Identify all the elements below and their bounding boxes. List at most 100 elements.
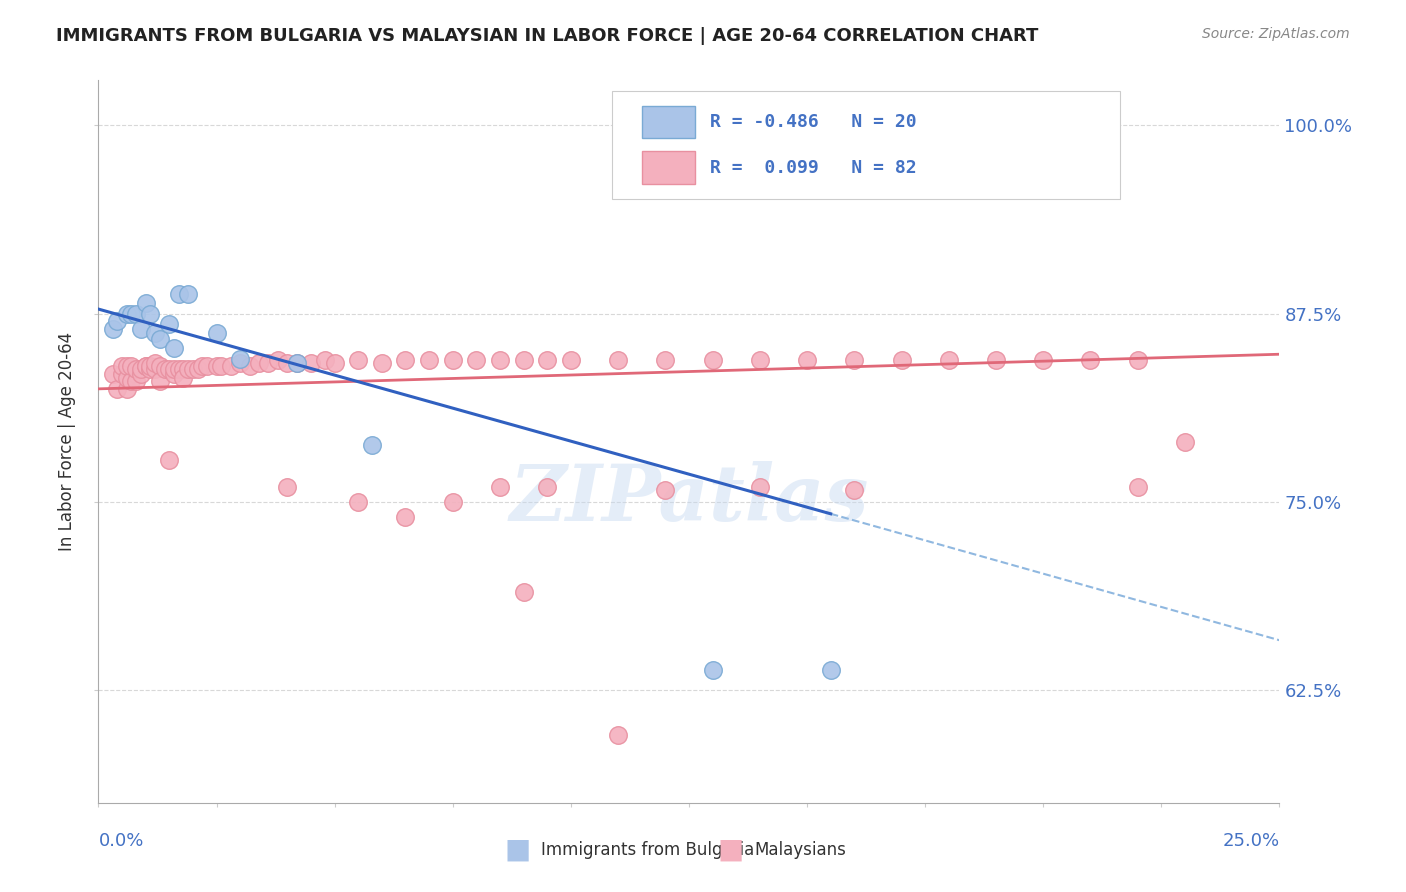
Point — [143, 356, 166, 370]
Point — [702, 353, 724, 368]
Text: Malaysians: Malaysians — [754, 841, 846, 859]
Point — [844, 483, 866, 497]
Text: ZIPatlas: ZIPatlas — [509, 461, 869, 538]
Text: IMMIGRANTS FROM BULGARIA VS MALAYSIAN IN LABOR FORCE | AGE 20-64 CORRELATION CHA: IMMIGRANTS FROM BULGARIA VS MALAYSIAN IN… — [56, 27, 1039, 45]
Text: ■: ■ — [505, 836, 531, 863]
Point — [139, 359, 162, 374]
Point — [1174, 434, 1197, 449]
Point — [796, 353, 818, 368]
Point — [465, 353, 488, 368]
Point — [163, 367, 186, 381]
Point — [984, 353, 1007, 368]
Point — [276, 356, 298, 370]
Point — [139, 362, 162, 376]
Point — [418, 353, 440, 368]
Point — [149, 332, 172, 346]
Point — [229, 356, 252, 370]
Point — [219, 359, 242, 374]
Point — [191, 359, 214, 374]
Point — [361, 437, 384, 451]
Point — [371, 356, 394, 370]
Point — [111, 367, 134, 381]
Point — [121, 307, 143, 321]
Point — [247, 356, 270, 370]
Point — [125, 362, 148, 376]
Text: ■: ■ — [717, 836, 744, 863]
Text: Source: ZipAtlas.com: Source: ZipAtlas.com — [1202, 27, 1350, 41]
Point — [111, 359, 134, 374]
FancyBboxPatch shape — [641, 106, 695, 138]
Point — [129, 362, 152, 376]
Point — [105, 314, 128, 328]
Point — [115, 371, 138, 385]
Point — [748, 353, 770, 368]
Point — [125, 307, 148, 321]
Point — [285, 356, 308, 370]
Point — [229, 351, 252, 366]
Point — [115, 359, 138, 374]
Point — [149, 359, 172, 374]
Point — [167, 287, 190, 301]
Point — [607, 353, 630, 368]
Text: Immigrants from Bulgaria: Immigrants from Bulgaria — [541, 841, 755, 859]
Text: R = -0.486   N = 20: R = -0.486 N = 20 — [710, 113, 917, 131]
Point — [139, 307, 162, 321]
Point — [181, 362, 204, 376]
Point — [489, 353, 512, 368]
Point — [1126, 480, 1149, 494]
Point — [195, 359, 218, 374]
Point — [276, 480, 298, 494]
Point — [125, 375, 148, 389]
Point — [347, 353, 370, 368]
Point — [187, 362, 209, 376]
Point — [157, 452, 180, 467]
Point — [157, 317, 180, 331]
Point — [167, 362, 190, 376]
FancyBboxPatch shape — [612, 91, 1121, 200]
Point — [101, 367, 124, 381]
Point — [512, 585, 534, 599]
Point — [135, 359, 157, 374]
Point — [347, 495, 370, 509]
Point — [394, 353, 416, 368]
Point — [177, 362, 200, 376]
Point — [536, 353, 558, 368]
Point — [890, 353, 912, 368]
Text: 0.0%: 0.0% — [98, 831, 143, 850]
Point — [115, 382, 138, 396]
Point — [512, 353, 534, 368]
Point — [299, 356, 322, 370]
Point — [1032, 353, 1054, 368]
Point — [115, 307, 138, 321]
Point — [441, 353, 464, 368]
Point — [135, 296, 157, 310]
Point — [129, 321, 152, 335]
Point — [149, 375, 172, 389]
Point — [654, 483, 676, 497]
Point — [536, 480, 558, 494]
Point — [489, 480, 512, 494]
Text: R =  0.099   N = 82: R = 0.099 N = 82 — [710, 159, 917, 177]
Y-axis label: In Labor Force | Age 20-64: In Labor Force | Age 20-64 — [58, 332, 76, 551]
Point — [323, 356, 346, 370]
Point — [702, 664, 724, 678]
Point — [101, 321, 124, 335]
Point — [143, 362, 166, 376]
Point — [172, 371, 194, 385]
Point — [1080, 353, 1102, 368]
Point — [257, 356, 280, 370]
Point — [267, 353, 290, 368]
Point — [748, 480, 770, 494]
Point — [239, 359, 262, 374]
Point — [129, 367, 152, 381]
Point — [394, 509, 416, 524]
Point — [172, 362, 194, 376]
Point — [157, 362, 180, 376]
Point — [844, 353, 866, 368]
Point — [820, 664, 842, 678]
Point — [135, 359, 157, 374]
Point — [121, 359, 143, 374]
Point — [121, 375, 143, 389]
Point — [1126, 353, 1149, 368]
Point — [560, 353, 582, 368]
